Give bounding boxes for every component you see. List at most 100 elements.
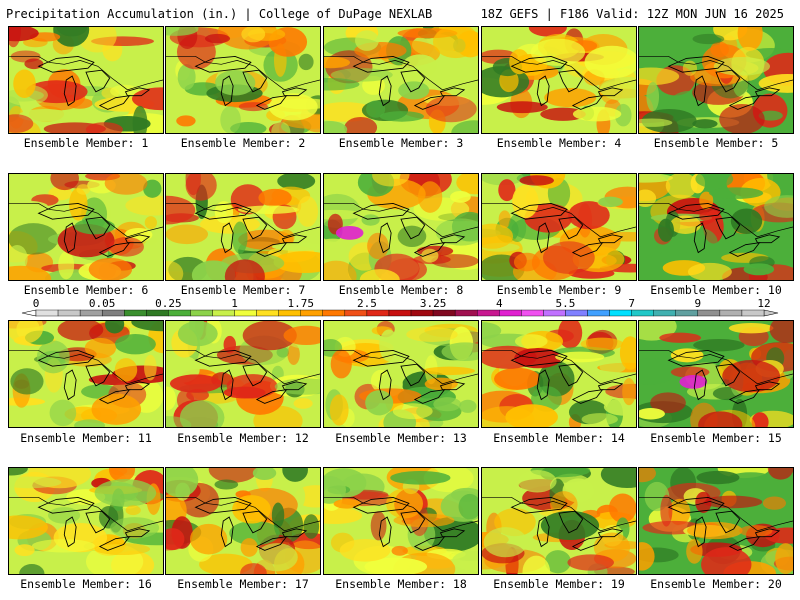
precip-cell	[143, 179, 162, 198]
lake-outline	[571, 95, 604, 110]
lake-outline	[63, 369, 77, 401]
border-line	[639, 350, 793, 385]
precip-cell	[435, 218, 478, 246]
precip-cell	[144, 354, 157, 381]
run-valid-info: 18Z GEFS | F186 Valid: 12Z MON JUN 16 20…	[480, 7, 784, 21]
precip-cell	[166, 224, 209, 245]
ensemble-member-map	[165, 467, 321, 575]
lake-outline	[667, 349, 725, 367]
precip-cell	[14, 544, 35, 557]
ensemble-member-map	[8, 173, 164, 281]
precip-cell	[558, 321, 583, 349]
precip-cell	[324, 121, 348, 133]
precip-cell	[271, 502, 285, 528]
ensemble-member-label: Ensemble Member: 13	[335, 431, 467, 445]
precip-cell	[185, 174, 217, 201]
precip-cell	[608, 493, 636, 523]
precip-cell	[425, 95, 477, 123]
precip-map-svg	[482, 174, 636, 280]
precip-cell	[699, 191, 714, 210]
lake-outline	[571, 389, 604, 404]
precip-cell	[282, 468, 308, 482]
border-line	[482, 350, 636, 385]
precip-cell	[512, 184, 539, 219]
lake-outline	[693, 516, 707, 548]
precip-cell	[739, 525, 773, 537]
precip-cell	[692, 119, 718, 129]
colorbar-swatch	[256, 309, 279, 317]
precip-cell	[324, 260, 357, 280]
precip-cell	[728, 322, 774, 334]
precip-cell	[693, 338, 745, 352]
border-line	[166, 350, 320, 385]
precip-map-svg	[324, 174, 478, 280]
colorbar-swatch	[432, 309, 456, 317]
precip-cell	[76, 184, 91, 195]
precip-cell	[402, 54, 438, 78]
precip-cell	[701, 547, 752, 574]
precip-cell	[109, 468, 136, 482]
precip-cell	[271, 121, 291, 133]
precip-map-svg	[482, 468, 636, 574]
precip-cell	[722, 359, 781, 393]
lake-outline	[242, 69, 268, 93]
colorbar-swatch	[146, 309, 169, 317]
colorbar-swatch	[631, 309, 654, 317]
lake-outline	[558, 216, 584, 240]
lake-outline	[37, 349, 95, 367]
precip-cell	[88, 257, 133, 280]
colorbar-swatch	[344, 309, 368, 317]
colorbar-swatch	[300, 309, 323, 317]
precip-cell	[496, 101, 548, 114]
precip-cell	[719, 104, 765, 133]
precip-cell	[692, 33, 725, 45]
lake-outline	[439, 528, 466, 538]
lake-outline	[558, 69, 584, 93]
ensemble-member-map	[323, 26, 479, 134]
precip-cell	[769, 321, 793, 343]
lake-outline	[413, 95, 446, 110]
precip-cell	[324, 56, 351, 69]
lake-outline	[281, 234, 308, 244]
lake-outline	[715, 363, 741, 387]
lake-outline	[37, 202, 95, 220]
border-line	[9, 497, 163, 532]
precip-cell	[208, 468, 258, 483]
precip-cell	[271, 242, 320, 251]
ensemble-member-map	[481, 26, 637, 134]
precip-cell	[9, 27, 39, 42]
precip-cell	[702, 495, 763, 509]
border-line	[639, 203, 793, 238]
precip-cell	[370, 511, 387, 541]
precip-cell	[543, 241, 595, 275]
precip-cell	[237, 205, 300, 214]
precip-cell	[109, 517, 160, 539]
ensemble-member-label: Ensemble Member: 3	[338, 136, 464, 150]
colorbar-max-arrow	[763, 309, 779, 317]
ensemble-member-map	[323, 173, 479, 281]
precip-cell	[232, 495, 271, 524]
colorbar-swatch	[587, 309, 610, 317]
ensemble-member-label: Ensemble Member: 4	[496, 136, 622, 150]
precip-cell	[622, 378, 636, 406]
lake-outline	[558, 510, 584, 534]
precip-cell	[9, 265, 52, 280]
lake-outline	[220, 516, 234, 548]
precip-cell	[540, 510, 600, 540]
lake-outline	[597, 234, 624, 244]
precip-cell	[639, 542, 655, 571]
ensemble-member-map	[481, 173, 637, 281]
lake-outline	[510, 55, 568, 73]
lake-outline	[754, 528, 781, 538]
precip-cell	[514, 334, 548, 349]
precip-cell	[544, 88, 597, 108]
colorbar-tick-label: 9	[695, 297, 702, 310]
precip-cell	[365, 390, 394, 416]
precip-cell	[695, 491, 712, 513]
precip-cell	[241, 27, 266, 43]
lake-outline	[693, 369, 707, 401]
lake-outline	[400, 216, 426, 240]
ensemble-member-map	[638, 320, 794, 428]
extreme-precip-cell	[335, 226, 364, 240]
precip-map-svg	[324, 27, 478, 133]
